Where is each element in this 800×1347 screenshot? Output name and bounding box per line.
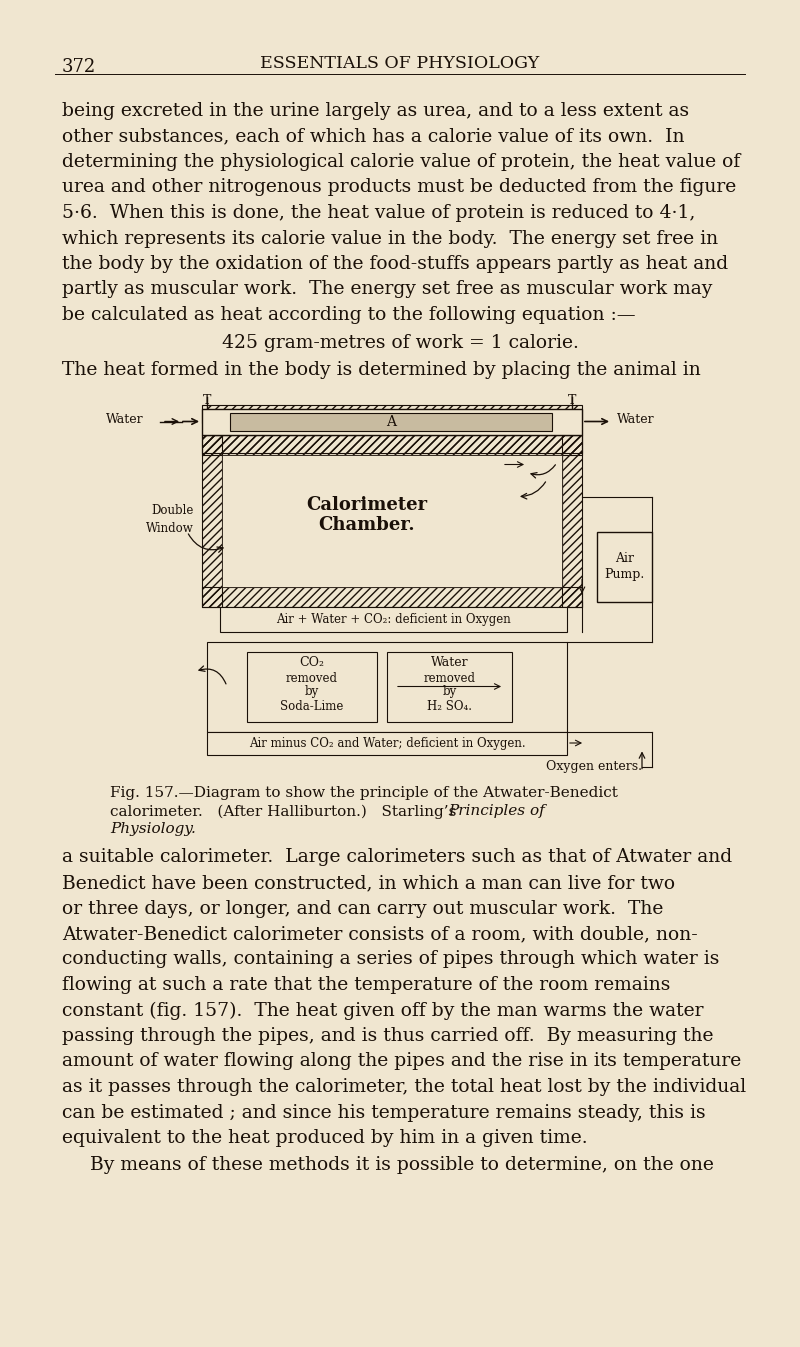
Text: Pump.: Pump. [604, 568, 645, 581]
Bar [202, 408, 582, 435]
Text: passing through the pipes, and is thus carried off.  By measuring the: passing through the pipes, and is thus c… [62, 1026, 714, 1045]
Text: removed: removed [423, 672, 475, 686]
Bar [220, 606, 567, 632]
Text: Air minus CO₂ and Water; deficient in Oxygen.: Air minus CO₂ and Water; deficient in Ox… [249, 737, 526, 749]
Bar [562, 435, 582, 606]
Text: Window: Window [146, 523, 194, 535]
Text: Air: Air [615, 552, 634, 564]
Text: partly as muscular work.  The energy set free as muscular work may: partly as muscular work. The energy set … [62, 280, 712, 299]
Bar [222, 454, 562, 586]
Text: Soda-Lime: Soda-Lime [280, 700, 344, 713]
Text: as it passes through the calorimeter, the total heat lost by the individual: as it passes through the calorimeter, th… [62, 1078, 746, 1096]
Bar [202, 586, 582, 606]
Text: Chamber.: Chamber. [318, 516, 415, 535]
Text: Double: Double [152, 504, 194, 517]
Bar [202, 435, 582, 454]
Text: flowing at such a rate that the temperature of the room remains: flowing at such a rate that the temperat… [62, 977, 670, 994]
Text: Fig. 157.—Diagram to show the principle of the Atwater-Benedict: Fig. 157.—Diagram to show the principle … [110, 787, 618, 800]
Bar [230, 404, 552, 412]
Text: ESSENTIALS OF PHYSIOLOGY: ESSENTIALS OF PHYSIOLOGY [260, 55, 540, 71]
Bar [230, 412, 552, 431]
Text: Principles of: Principles of [448, 804, 545, 819]
Bar [207, 731, 567, 754]
Text: or three days, or longer, and can carry out muscular work.  The: or three days, or longer, and can carry … [62, 900, 663, 917]
Bar [387, 652, 512, 722]
Text: H₂ SO₄.: H₂ SO₄. [427, 700, 472, 713]
Text: removed: removed [286, 672, 338, 686]
Text: Water: Water [617, 414, 654, 426]
Bar [207, 641, 567, 731]
Text: the body by the oxidation of the food-stuffs appears partly as heat and: the body by the oxidation of the food-st… [62, 255, 728, 273]
Text: conducting walls, containing a series of pipes through which water is: conducting walls, containing a series of… [62, 951, 719, 968]
Text: Air + Water + CO₂: deficient in Oxygen: Air + Water + CO₂: deficient in Oxygen [276, 613, 511, 625]
Text: urea and other nitrogenous products must be deducted from the figure: urea and other nitrogenous products must… [62, 179, 736, 197]
Text: a suitable calorimeter.  Large calorimeters such as that of Atwater and: a suitable calorimeter. Large calorimete… [62, 849, 732, 866]
Text: Water: Water [430, 656, 468, 669]
Text: determining the physiological calorie value of protein, the heat value of: determining the physiological calorie va… [62, 154, 740, 171]
Text: Physiology.: Physiology. [110, 823, 196, 836]
Text: which represents its calorie value in the body.  The energy set free in: which represents its calorie value in th… [62, 229, 718, 248]
Bar [202, 404, 582, 423]
Text: T: T [203, 393, 211, 407]
Text: being excreted in the urine largely as urea, and to a less extent as: being excreted in the urine largely as u… [62, 102, 689, 120]
Text: calorimeter.   (After Halliburton.)   Starling’s: calorimeter. (After Halliburton.) Starli… [110, 804, 462, 819]
Text: 425 gram-metres of work = 1 calorie.: 425 gram-metres of work = 1 calorie. [222, 334, 578, 353]
Text: Oxygen enters.: Oxygen enters. [546, 760, 642, 773]
Text: 5·6.  When this is done, the heat value of protein is reduced to 4·1,: 5·6. When this is done, the heat value o… [62, 203, 695, 222]
Text: Water: Water [106, 414, 144, 426]
Bar [202, 435, 222, 606]
Text: can be estimated ; and since his temperature remains steady, this is: can be estimated ; and since his tempera… [62, 1103, 706, 1122]
Bar [542, 454, 562, 586]
Text: T: T [568, 393, 576, 407]
Text: by: by [305, 686, 319, 698]
Text: Benedict have been constructed, in which a man can live for two: Benedict have been constructed, in which… [62, 874, 675, 892]
Text: other substances, each of which has a calorie value of its own.  In: other substances, each of which has a ca… [62, 128, 685, 145]
Text: constant (fig. 157).  The heat given off by the man warms the water: constant (fig. 157). The heat given off … [62, 1002, 703, 1020]
Text: Calorimeter: Calorimeter [306, 497, 427, 515]
Text: CO₂: CO₂ [299, 656, 325, 669]
Text: amount of water flowing along the pipes and the rise in its temperature: amount of water flowing along the pipes … [62, 1052, 742, 1071]
Bar [247, 652, 377, 722]
Text: A: A [386, 415, 396, 428]
Text: equivalent to the heat produced by him in a given time.: equivalent to the heat produced by him i… [62, 1129, 588, 1148]
Text: be calculated as heat according to the following equation :—: be calculated as heat according to the f… [62, 306, 636, 325]
Bar [202, 435, 582, 453]
Text: 372: 372 [62, 58, 96, 75]
Text: The heat formed in the body is determined by placing the animal in: The heat formed in the body is determine… [62, 361, 701, 379]
Text: By means of these methods it is possible to determine, on the one: By means of these methods it is possible… [90, 1157, 714, 1175]
Text: Atwater-Benedict calorimeter consists of a room, with double, non-: Atwater-Benedict calorimeter consists of… [62, 925, 698, 943]
Text: by: by [442, 686, 457, 698]
Bar [597, 532, 652, 602]
